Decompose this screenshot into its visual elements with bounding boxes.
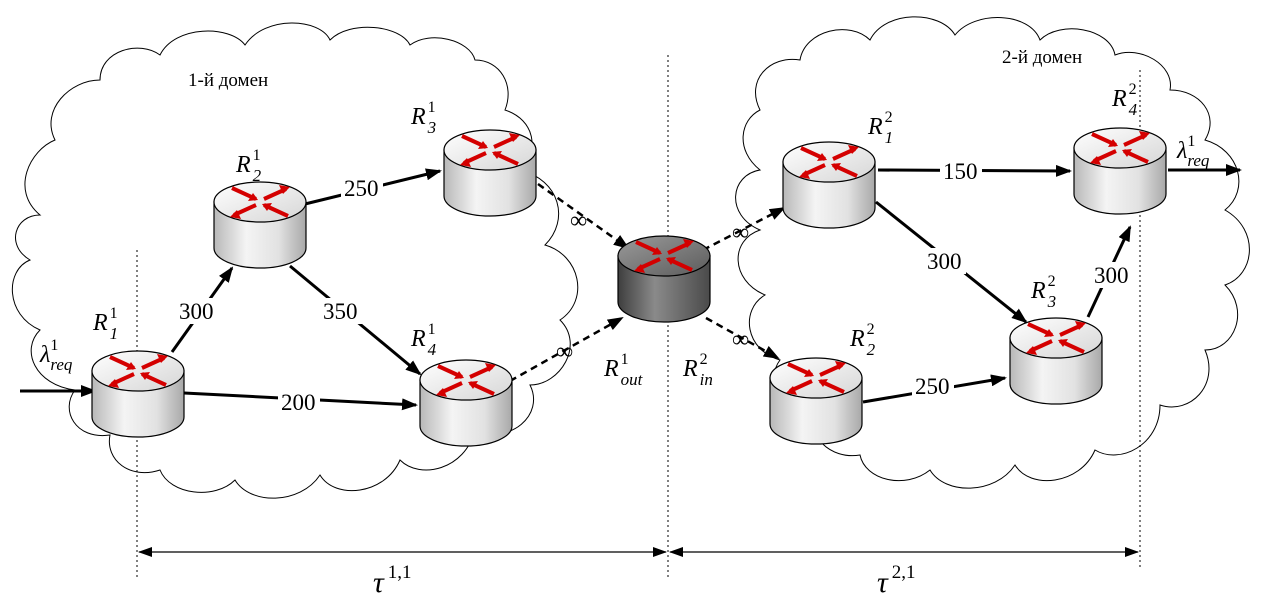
router-rout <box>617 235 711 323</box>
weight-r13-rout: ∞ <box>570 208 587 234</box>
weight-r11-r14: 200 <box>281 390 316 415</box>
weight-r23-r24: 300 <box>1094 263 1129 288</box>
label-rout: R 1 out <box>603 351 644 389</box>
weight-rout-r21: ∞ <box>732 220 749 246</box>
weight-r21-r23: 300 <box>927 249 962 274</box>
domain-1-cloud <box>11 22 579 499</box>
weight-r14-rout: ∞ <box>556 339 573 365</box>
input-flow-label: λ1 req <box>39 337 73 374</box>
label-rin: R 2 in <box>682 351 713 389</box>
router-r23 <box>1009 317 1103 405</box>
weight-rout-r22: ∞ <box>732 327 749 353</box>
dashed-links <box>509 182 786 383</box>
router-r11 <box>91 350 185 438</box>
weight-r12-r13: 250 <box>344 176 379 201</box>
domain-2-cloud <box>735 16 1250 489</box>
interval-2-label: τ 2,1 <box>877 562 916 599</box>
weight-r11-r12: 300 <box>179 299 214 324</box>
weight-r21-r24: 150 <box>943 159 978 184</box>
router-r22 <box>769 357 863 445</box>
router-r14 <box>419 359 513 447</box>
link-r13-rout <box>537 182 630 250</box>
router-r21 <box>782 141 876 229</box>
weight-r12-r14: 350 <box>323 299 358 324</box>
link-rout-r21 <box>702 206 786 252</box>
output-flow-label: λ1 req <box>1176 133 1210 170</box>
interval-1-label: τ 1,1 <box>373 562 412 599</box>
router-r12 <box>213 181 307 269</box>
link-r14-rout <box>509 316 624 383</box>
domain-2-label: 2-й домен <box>1002 47 1082 68</box>
domain-1-label: 1-й домен <box>188 70 268 91</box>
link-weights: 250 300 350 200 150 300 250 300 ∞ ∞ ∞ ∞ <box>176 158 1133 415</box>
weight-r22-r23: 250 <box>915 374 950 399</box>
router-r13 <box>443 129 537 217</box>
link-rout-r22 <box>705 316 780 360</box>
router-r24 <box>1073 127 1167 215</box>
